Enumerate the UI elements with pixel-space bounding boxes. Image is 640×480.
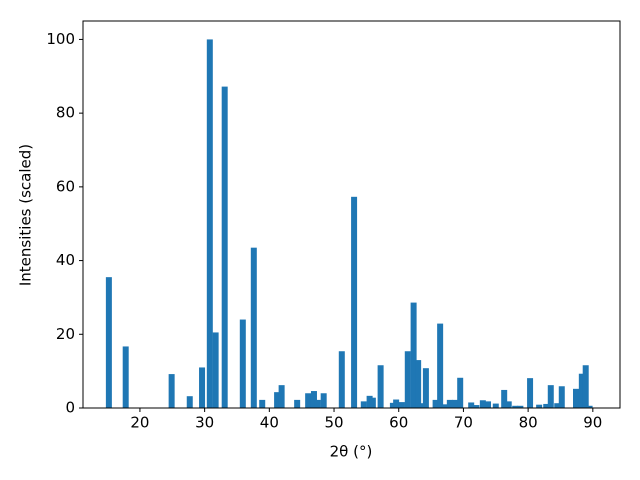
y-tick-label: 40 — [56, 251, 75, 269]
bar — [547, 385, 554, 408]
bar — [351, 196, 358, 408]
bar — [377, 365, 384, 408]
bar — [389, 402, 396, 408]
x-axis-label: 2θ (°) — [330, 443, 373, 461]
bar — [294, 399, 301, 408]
bar — [517, 405, 524, 408]
bar — [437, 323, 444, 408]
bar — [554, 403, 561, 408]
bar — [212, 332, 219, 408]
y-tick-label: 80 — [56, 104, 75, 122]
bar — [452, 399, 459, 408]
bar — [259, 399, 266, 408]
bar — [582, 365, 589, 408]
bar — [398, 402, 405, 408]
bar — [122, 346, 129, 408]
bar — [441, 404, 448, 408]
bar — [239, 319, 246, 408]
bar — [310, 391, 317, 408]
bar — [586, 405, 593, 408]
y-axis-label: Intensities (scaled) — [17, 144, 35, 286]
bar — [432, 399, 439, 408]
bar — [501, 389, 508, 408]
bar — [393, 399, 400, 408]
bar — [338, 351, 345, 408]
bar — [543, 403, 550, 408]
bar — [360, 401, 367, 408]
bar — [415, 360, 422, 408]
y-tick-label: 100 — [46, 30, 75, 48]
bar — [479, 400, 486, 408]
bar — [492, 403, 499, 408]
y-tick-label: 20 — [56, 325, 75, 343]
bar — [527, 378, 534, 408]
bar — [206, 39, 213, 409]
bar — [305, 393, 312, 408]
bar — [320, 393, 327, 408]
bar — [366, 395, 373, 408]
x-tick-label: 50 — [324, 414, 343, 432]
x-tick-label: 70 — [454, 414, 473, 432]
bar — [410, 302, 417, 408]
x-tick-label: 40 — [260, 414, 279, 432]
bar — [404, 351, 411, 408]
bar — [417, 403, 424, 408]
bar — [473, 405, 480, 408]
bar — [573, 388, 580, 408]
bar — [278, 385, 285, 408]
x-tick-label: 30 — [195, 414, 214, 432]
bar — [422, 368, 429, 408]
bar — [250, 247, 257, 408]
bar — [536, 404, 543, 408]
x-tick-label: 80 — [519, 414, 538, 432]
bar — [578, 373, 585, 408]
bar — [505, 401, 512, 408]
x-tick-label: 60 — [389, 414, 408, 432]
plot-frame — [82, 20, 621, 409]
x-tick-label: 90 — [583, 414, 602, 432]
bar — [512, 405, 519, 408]
bar — [485, 401, 492, 408]
bar — [558, 386, 565, 408]
y-tick-label: 0 — [65, 399, 75, 417]
bar — [186, 396, 193, 408]
bar — [168, 374, 175, 408]
y-tick-label: 60 — [56, 177, 75, 195]
bar — [446, 399, 453, 408]
bar — [468, 402, 475, 408]
bar — [314, 399, 321, 408]
bar — [274, 392, 281, 408]
bar — [199, 367, 206, 408]
bar — [105, 277, 112, 408]
bar — [369, 397, 376, 408]
bar — [457, 377, 464, 408]
bar — [221, 86, 228, 408]
x-tick-label: 20 — [130, 414, 149, 432]
